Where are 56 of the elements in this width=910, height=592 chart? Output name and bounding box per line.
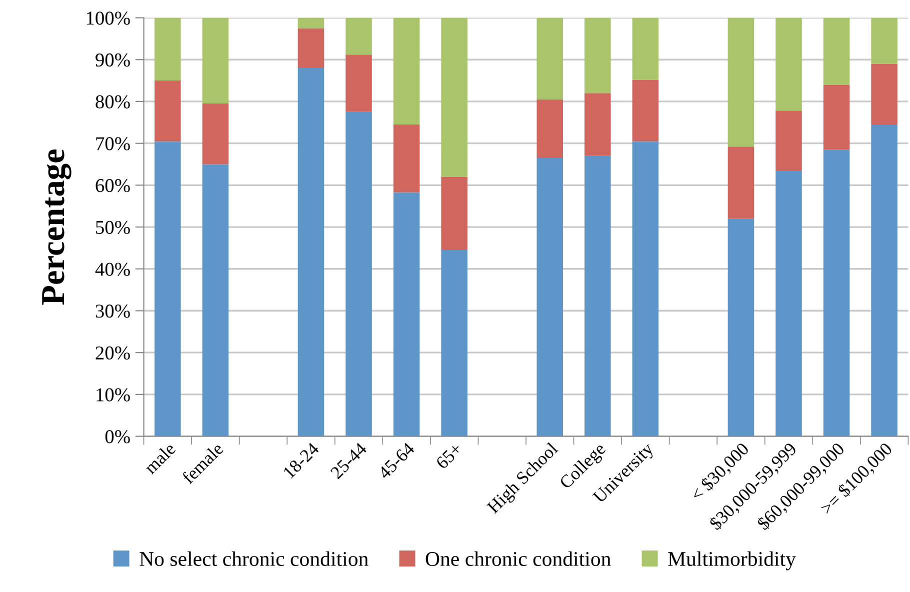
- bar: [202, 104, 229, 164]
- y-tick-label: 80%: [96, 95, 130, 108]
- bar: [632, 80, 659, 142]
- x-tick-label: 65+: [435, 442, 463, 470]
- bar: [202, 18, 229, 104]
- bar: [298, 68, 324, 436]
- bar: [728, 146, 754, 219]
- bar: [298, 28, 324, 68]
- bar: [536, 18, 564, 100]
- bar: [584, 156, 611, 436]
- legend-label: No select chronic condition: [140, 551, 368, 566]
- bar: [441, 176, 468, 250]
- legend-label: Multimorbidity: [668, 551, 796, 570]
- bar: [536, 99, 564, 158]
- bar: [632, 141, 659, 436]
- y-tick-label: 10%: [96, 388, 130, 402]
- bar: [441, 18, 468, 177]
- bar: [871, 64, 898, 124]
- bar: [154, 80, 181, 142]
- bar: [871, 18, 898, 64]
- y-tick-label: 50%: [96, 220, 130, 234]
- legend-label: One chronic condition: [426, 551, 611, 566]
- bar: [154, 18, 181, 81]
- bar: [346, 112, 372, 436]
- bar: [584, 18, 611, 94]
- bar: [346, 54, 372, 112]
- bar: [823, 84, 850, 150]
- bar: [728, 18, 754, 147]
- bar: [393, 192, 420, 436]
- bar: [346, 18, 372, 55]
- bar: [823, 150, 850, 436]
- y-tick-label: 70%: [96, 137, 130, 150]
- bar: [632, 18, 659, 80]
- bar: [393, 18, 420, 124]
- bar: [298, 18, 324, 28]
- bar: [776, 18, 802, 111]
- y-tick-label: 40%: [95, 262, 130, 276]
- bar: [393, 124, 420, 192]
- y-tick-label: 90%: [96, 53, 130, 67]
- y-tick-label: 60%: [96, 178, 130, 192]
- bar: [871, 124, 898, 436]
- y-tick-label: 30%: [96, 304, 130, 318]
- bar: [202, 164, 229, 436]
- y-tick-label: 100%: [86, 12, 130, 25]
- y-axis-title: Percentage: [42, 150, 72, 305]
- bar: [154, 141, 181, 436]
- bar: [776, 110, 802, 171]
- bar: [584, 93, 611, 156]
- bar: [823, 18, 850, 85]
- y-tick-label: 0%: [105, 430, 130, 444]
- bar: [728, 218, 754, 436]
- x-tick-label: male: [143, 442, 176, 475]
- bar: [536, 158, 564, 436]
- bar: [441, 250, 468, 436]
- y-tick-label: 20%: [96, 346, 130, 360]
- bar: [776, 170, 802, 436]
